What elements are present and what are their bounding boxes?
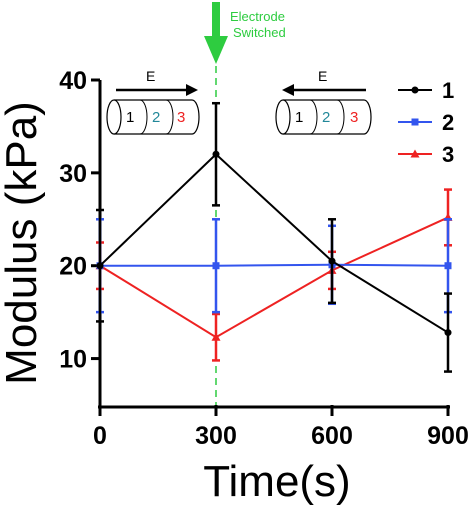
inset-left: E 1 2 3 [106, 68, 200, 135]
y-tick-label: 20 [59, 253, 87, 281]
down-arrow-shaft [212, 2, 220, 38]
e-arrow-right-head-icon [186, 84, 198, 96]
legend-marker [411, 118, 419, 126]
inset-right: E 1 2 3 [275, 68, 372, 135]
legend: 1 2 3 [398, 78, 454, 167]
cylinder-right-icon [275, 99, 372, 135]
series-2 [96, 218, 452, 314]
series-1 [96, 101, 452, 373]
data-point [96, 262, 104, 270]
legend-item-1: 1 [398, 78, 454, 103]
series-1-line [99, 152, 449, 334]
legend-marker [410, 149, 420, 158]
y-tick-label: 30 [59, 160, 87, 188]
cylinder-left-icon [106, 99, 200, 135]
series-3-line [99, 216, 449, 339]
cyl-right-num-3: 3 [350, 109, 358, 126]
legend-marker [411, 86, 419, 94]
annotation-line-1: Electrode [230, 9, 285, 24]
y-axis-title: Modulus (kPa) [0, 101, 46, 385]
series-2-line [100, 263, 449, 267]
series-layer [95, 101, 453, 373]
e-label-right: E [318, 68, 327, 84]
legend-label: 2 [442, 110, 454, 135]
legend-item-2: 2 [398, 110, 454, 135]
annotation-line-2: Switched [233, 25, 286, 40]
data-point [212, 262, 220, 270]
axes: 10 20 30 40 0 300 600 900 [59, 67, 469, 450]
x-tick-label: 0 [93, 422, 107, 450]
x-axis-title: Time(s) [203, 457, 350, 506]
x-ticks: 0 300 600 900 [93, 405, 469, 450]
e-label-left: E [146, 68, 155, 84]
cyl-left-num-1: 1 [126, 109, 134, 126]
data-point [212, 150, 220, 158]
down-arrow-head-icon [204, 36, 228, 64]
cyl-left-num-3: 3 [177, 109, 185, 126]
y-tick-label: 10 [59, 346, 87, 374]
data-point [211, 332, 221, 341]
legend-label: 1 [442, 78, 454, 103]
cyl-right-num-2: 2 [322, 109, 330, 126]
y-ticks: 10 20 30 40 [59, 67, 100, 374]
data-point [444, 329, 452, 337]
y-tick-label: 40 [59, 67, 87, 95]
x-tick-label: 600 [311, 422, 353, 450]
data-point [328, 257, 336, 265]
legend-item-3: 3 [398, 142, 454, 167]
x-tick-label: 300 [195, 422, 237, 450]
cyl-right-num-1: 1 [295, 109, 303, 126]
e-arrow-left-head-icon [282, 84, 294, 96]
data-point [444, 262, 452, 270]
series-3 [95, 188, 453, 362]
cyl-left-num-2: 2 [152, 109, 160, 126]
x-tick-label: 900 [427, 422, 469, 450]
legend-label: 3 [442, 142, 454, 167]
